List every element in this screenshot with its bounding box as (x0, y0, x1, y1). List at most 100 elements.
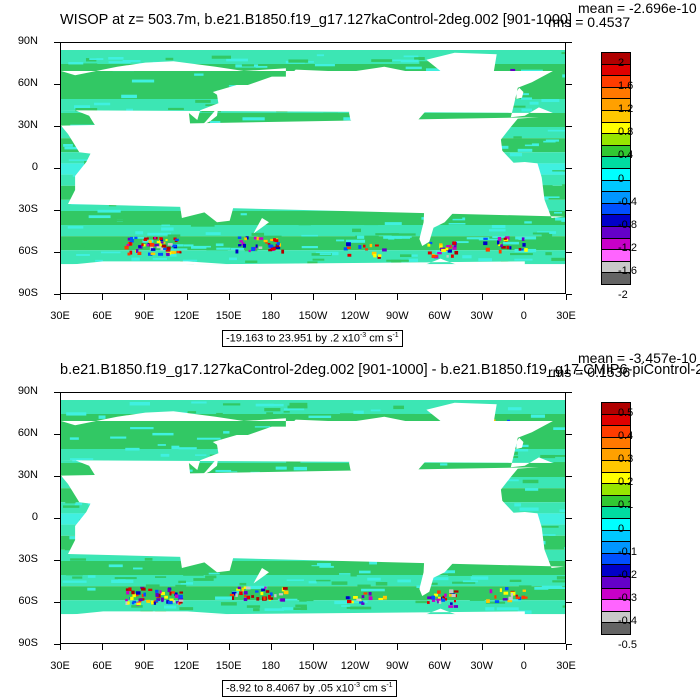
land-mass (201, 456, 219, 476)
field-streak (287, 568, 308, 572)
field-streak (541, 171, 563, 175)
colorbar-label: -1.6 (618, 265, 637, 278)
field-streak (88, 215, 111, 219)
field-streak (308, 581, 317, 584)
lat-tick-label: 30N (17, 119, 38, 131)
anomaly-speckle (163, 247, 167, 250)
field-streak (522, 479, 539, 484)
field-streak (405, 66, 422, 70)
field-streak (514, 503, 522, 507)
field-streak (312, 258, 325, 261)
anomaly-speckle (170, 591, 175, 594)
anomaly-speckle (243, 591, 248, 595)
anomaly-speckle (268, 597, 274, 600)
anomaly-speckle (235, 249, 239, 254)
field-streak (367, 577, 381, 581)
anomaly-speckle (509, 246, 512, 250)
lon-tick-label: 90E (134, 310, 155, 322)
anomaly-speckle (427, 601, 430, 604)
lon-tick-label: 60W (428, 310, 451, 322)
lon-tick-label: 150W (298, 660, 328, 672)
lon-tick (481, 294, 483, 300)
field-streak (106, 243, 121, 245)
lat-tick (566, 84, 572, 85)
lat-tick-label: 30S (18, 553, 38, 565)
colorbar-label: -0.4 (618, 195, 637, 208)
anomaly-speckle (239, 591, 243, 596)
anomaly-speckle (524, 248, 528, 252)
field-streak (308, 415, 332, 418)
ocean-band (61, 586, 565, 601)
field-streak (303, 597, 314, 602)
field-streak (65, 573, 83, 576)
field-streak (392, 413, 415, 417)
field-streak (68, 62, 84, 65)
land-mass (80, 538, 90, 554)
panel-title: WISOP at z= 503.7m, b.e21.B1850.f19_g17.… (60, 12, 573, 28)
anomaly-speckle (365, 248, 369, 251)
anomaly-speckle (242, 243, 247, 248)
field-streak (552, 580, 565, 583)
field-streak (108, 61, 131, 64)
anomaly-speckle (446, 245, 451, 248)
anomaly-speckle (129, 250, 133, 255)
anomaly-speckle (256, 597, 260, 601)
anomaly-speckle (175, 238, 179, 242)
lon-tick-label: 120E (173, 660, 200, 672)
range-text: -8.92 to 8.4067 by .05 x10 (226, 682, 354, 695)
lon-tick-label: 90W (386, 310, 409, 322)
field-streak (98, 415, 106, 419)
anomaly-speckle (146, 243, 150, 247)
lon-tick-label: 30E (50, 660, 70, 672)
ocean-band (61, 575, 565, 587)
anomaly-speckle (346, 242, 351, 247)
field-streak (211, 55, 232, 59)
anomaly-speckle (431, 595, 436, 600)
anomaly-speckle (135, 591, 141, 595)
field-streak (286, 461, 301, 465)
field-streak (298, 222, 311, 226)
field-streak (548, 436, 562, 440)
field-streak (384, 222, 402, 225)
anomaly-speckle (373, 253, 377, 258)
field-streak (165, 57, 174, 61)
field-streak (542, 587, 565, 589)
field-streak (177, 569, 187, 572)
lon-tick (60, 294, 61, 300)
field-streak (323, 112, 338, 116)
field-streak (509, 152, 523, 157)
anomaly-speckle (504, 587, 509, 591)
field-streak (120, 424, 130, 428)
field-streak (386, 259, 409, 262)
field-streak (222, 403, 241, 406)
colorbar-label: 2 (618, 56, 625, 69)
anomaly-speckle (162, 241, 166, 244)
field-streak (324, 572, 338, 575)
lon-tick-label: 60E (92, 660, 112, 672)
anomaly-speckle (160, 597, 164, 602)
anomaly-speckle (494, 595, 497, 599)
field-streak (319, 565, 334, 568)
field-streak (334, 600, 348, 605)
field-streak (414, 57, 425, 60)
field-streak (371, 59, 392, 62)
field-streak (94, 102, 111, 106)
lat-tick (54, 294, 60, 295)
anomaly-speckle (265, 590, 270, 593)
anomaly-speckle (263, 239, 268, 243)
field-streak (331, 581, 348, 585)
field-streak (466, 237, 490, 240)
field-streak (478, 258, 493, 262)
anomaly-speckle (159, 242, 162, 247)
field-streak (155, 576, 167, 578)
field-streak (316, 54, 325, 57)
anomaly-speckle (368, 591, 372, 596)
lat-tick (54, 476, 60, 477)
anomaly-speckle (165, 247, 171, 252)
anomaly-speckle (127, 237, 132, 241)
field-streak (547, 594, 565, 596)
anomaly-speckle (453, 590, 459, 593)
anomaly-speckle (377, 255, 381, 259)
field-streak (545, 139, 559, 142)
lat-tick-label: 90N (17, 385, 38, 397)
